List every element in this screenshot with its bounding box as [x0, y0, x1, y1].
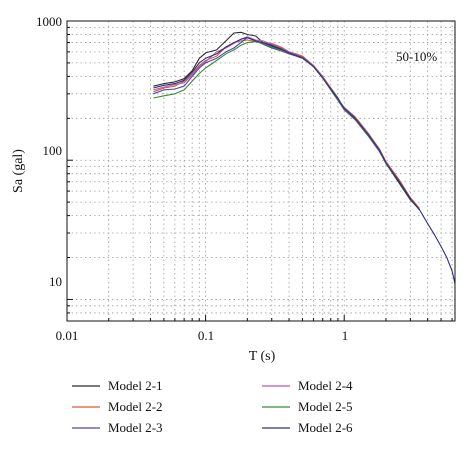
x-tick-label: 0.1	[198, 328, 214, 343]
plot-lines	[153, 31, 456, 284]
series-line-model-2-2	[153, 39, 421, 209]
x-tick-label: 1	[342, 328, 349, 343]
legend-label: Model 2-4	[298, 378, 353, 393]
x-tick-label: 0.01	[56, 328, 79, 343]
legend-label: Model 2-2	[108, 399, 163, 414]
legend: Model 2-1 Model 2-2 Model 2-3 Model 2-4 Mode…	[72, 378, 353, 435]
x-axis-title: T (s)	[249, 349, 276, 364]
plot-frame	[66, 20, 456, 322]
legend-label: Model 2-3	[108, 420, 163, 435]
series-line-model-2-6	[153, 37, 456, 284]
legend-label: Model 2-5	[298, 399, 353, 414]
y-tick-label: 1000	[36, 14, 62, 29]
y-tick-label: 10	[49, 274, 62, 289]
y-tick-labels: 1000 100 10	[36, 14, 62, 289]
grid	[66, 20, 455, 322]
y-tick-label: 100	[43, 143, 63, 158]
legend-label: Model 2-1	[108, 378, 163, 393]
legend-label: Model 2-6	[298, 420, 353, 435]
chart-annotation: 50-10%	[396, 49, 437, 64]
series-line-model-2-3	[153, 37, 421, 211]
y-axis-title: Sa (gal)	[11, 149, 26, 193]
series-line-model-2-5	[153, 41, 421, 211]
series-line-model-2-1	[153, 31, 421, 211]
axis-ticks	[66, 20, 453, 322]
x-tick-labels: 0.01 0.1 1	[56, 328, 349, 343]
